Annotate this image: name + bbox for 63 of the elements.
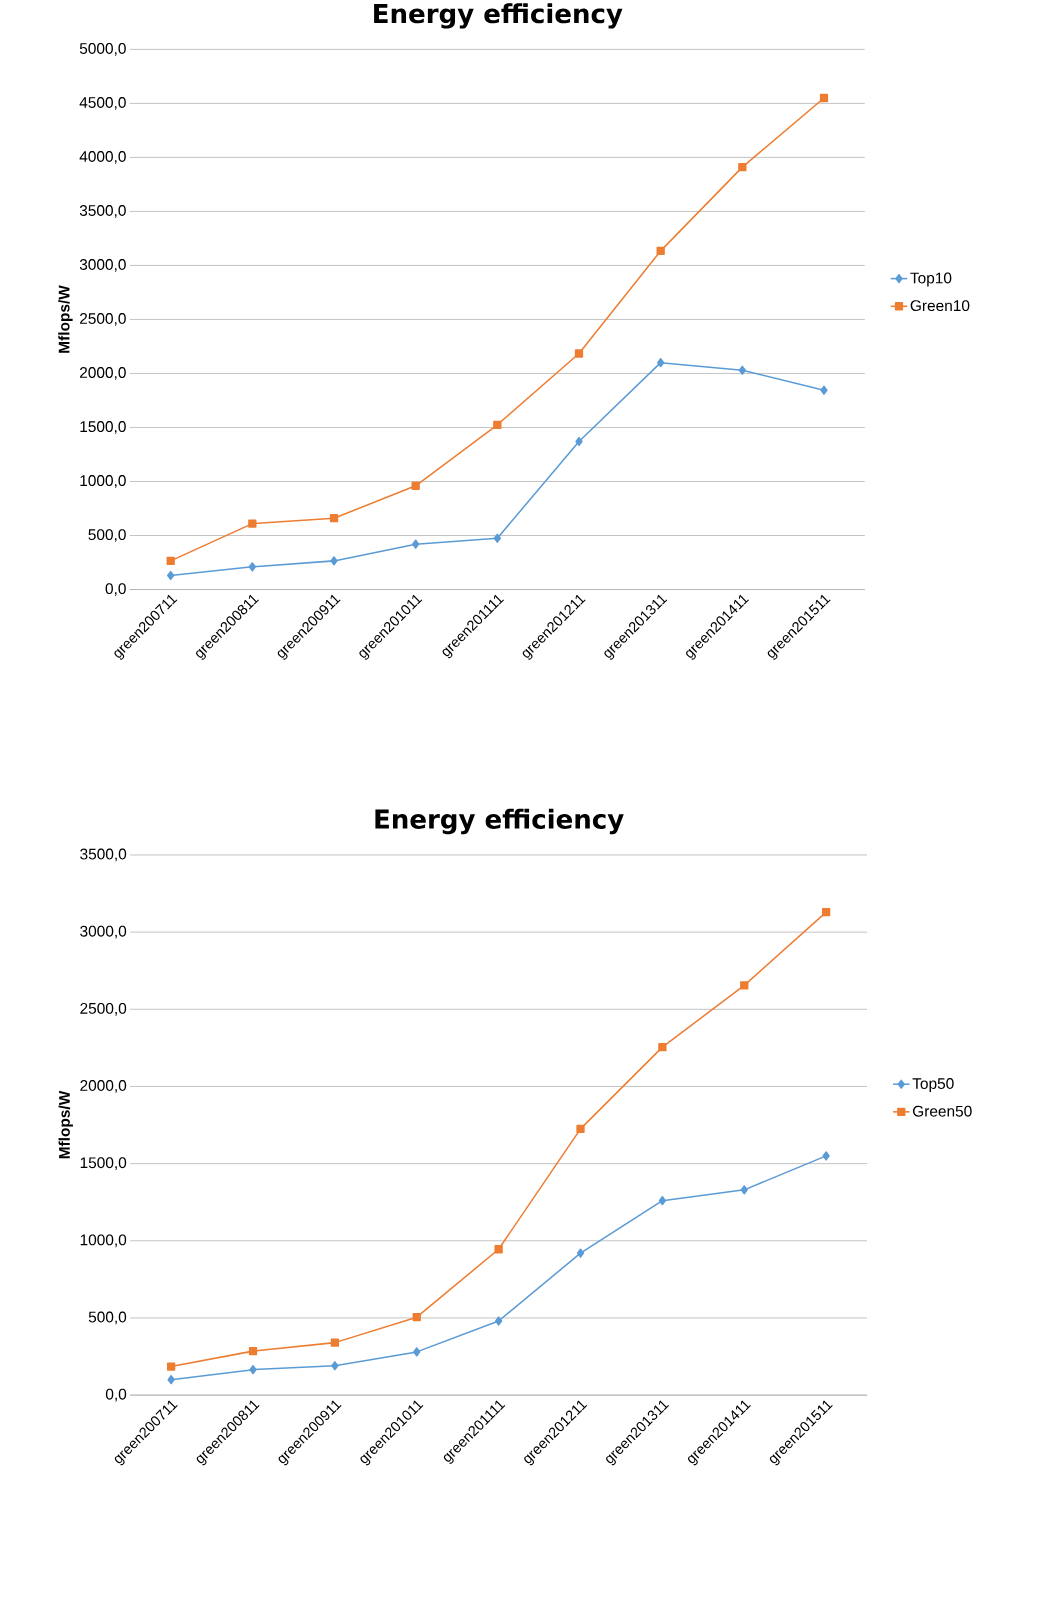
point: [249, 1365, 257, 1375]
y-tick-label: 0,0: [105, 1388, 127, 1402]
y-tick-label: 1000,0: [80, 475, 126, 488]
y-axis-title: Mflops/W: [58, 285, 73, 353]
y-tick-label: 3000,0: [79, 259, 126, 272]
point: [166, 556, 175, 566]
y-tick-label: 2500,0: [80, 313, 126, 326]
point: [658, 1196, 667, 1206]
point: [167, 1375, 175, 1385]
y-tick-label: 2500,0: [80, 1002, 127, 1016]
y-tick-label: 500,0: [88, 1311, 127, 1325]
point: [576, 1248, 585, 1258]
legend-label: Top10: [910, 272, 952, 287]
point: [412, 539, 420, 549]
y-tick-label: 1000,0: [80, 1234, 127, 1248]
y-tick-label: 5000,0: [79, 43, 126, 56]
y-tick-label: 4000,0: [79, 151, 126, 164]
point: [738, 162, 747, 172]
y-tick-label: 1500,0: [80, 421, 126, 434]
y-axis-title: Mflops/W: [58, 1090, 73, 1159]
point: [166, 1362, 176, 1371]
y-tick-label: 2000,0: [80, 1080, 127, 1093]
point: [657, 358, 665, 368]
point: [330, 1338, 340, 1347]
point: [411, 481, 420, 490]
point: [248, 1346, 258, 1356]
chart-title: Energy efficiency: [375, 808, 624, 835]
point: [738, 365, 747, 375]
point: [574, 349, 584, 358]
legend-label: Green50: [913, 1105, 972, 1117]
point: [329, 514, 339, 523]
point: [822, 1151, 830, 1161]
point: [413, 1347, 421, 1357]
point: [330, 556, 338, 566]
point: [494, 1316, 503, 1326]
point: [740, 981, 749, 990]
point: [248, 562, 257, 572]
point: [819, 93, 829, 103]
point: [740, 1185, 748, 1195]
point: [494, 1245, 503, 1254]
y-tick-label: 0,0: [105, 583, 126, 596]
chart-title: Energy efficiency: [374, 3, 623, 29]
legend-label: Top50: [912, 1078, 954, 1093]
y-tick-label: 500,0: [88, 529, 126, 542]
point: [493, 420, 502, 429]
point: [820, 385, 828, 395]
point: [167, 570, 175, 581]
legend-label: Green10: [910, 300, 970, 312]
y-tick-label: 2000,0: [80, 367, 126, 380]
y-tick-label: 3500,0: [79, 205, 126, 218]
point: [493, 533, 502, 543]
point: [331, 1361, 339, 1371]
y-tick-label: 4500,0: [79, 97, 126, 110]
point: [656, 246, 665, 255]
y-tick-label: 1500,0: [80, 1157, 127, 1170]
point: [822, 907, 831, 917]
point: [575, 436, 583, 447]
point: [412, 1313, 421, 1322]
point: [576, 1124, 585, 1134]
y-tick-label: 3000,0: [80, 925, 127, 939]
point: [248, 519, 257, 528]
point: [658, 1042, 667, 1052]
y-tick-label: 3500,0: [80, 848, 127, 862]
